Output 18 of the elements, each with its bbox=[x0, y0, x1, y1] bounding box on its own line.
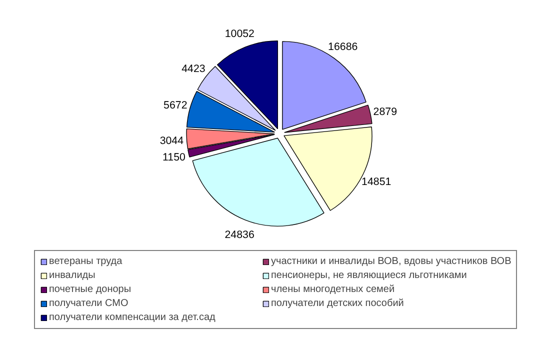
legend-label: получатели компенсации за дет.сад bbox=[49, 312, 216, 323]
data-label: 4423 bbox=[182, 63, 206, 76]
legend-label: получатели СМО bbox=[49, 298, 130, 309]
data-label: 3044 bbox=[160, 134, 184, 147]
legend-label: пенсионеры, не являющиеся льготниками bbox=[271, 270, 468, 281]
data-label: 14851 bbox=[362, 176, 392, 188]
data-label: 24836 bbox=[224, 228, 254, 241]
data-label: 10052 bbox=[224, 28, 255, 40]
legend-label: ветераны труда bbox=[49, 256, 124, 267]
data-label: 1150 bbox=[162, 152, 186, 164]
legend-label: инвалиды bbox=[49, 270, 96, 281]
legend-label: участники и инвалиды ВОВ, вдовы участников ВОВ bbox=[271, 256, 512, 267]
legend-label: получатели детских пособий bbox=[271, 298, 405, 309]
legend-label: почетные доноры bbox=[49, 284, 132, 295]
data-label: 16686 bbox=[328, 41, 358, 54]
data-label: 5672 bbox=[164, 100, 188, 112]
legend-label: члены многодетных семей bbox=[271, 284, 396, 295]
data-label: 2879 bbox=[373, 106, 398, 118]
